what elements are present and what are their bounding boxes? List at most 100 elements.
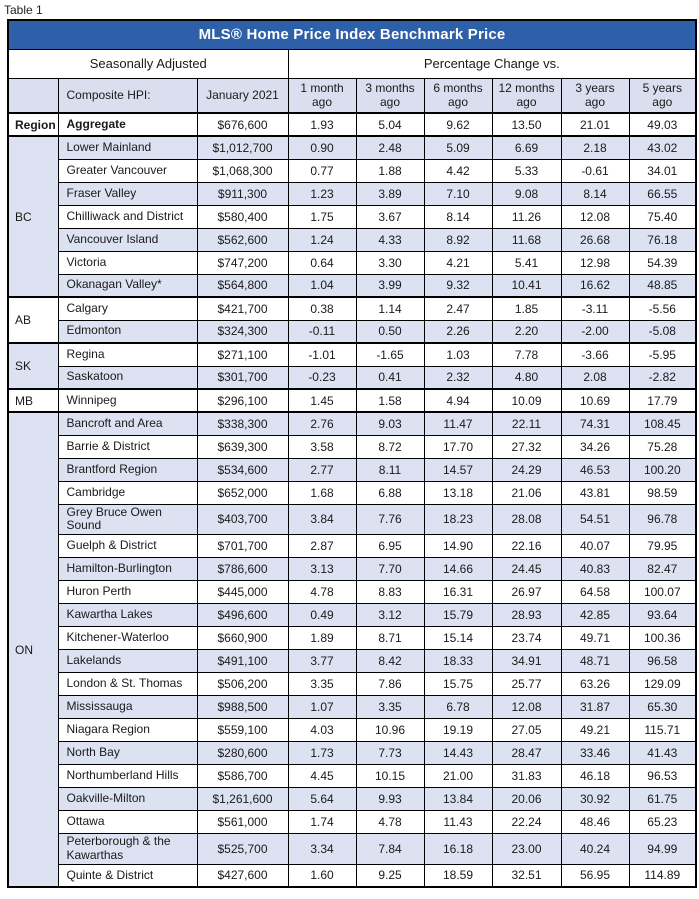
pct-change-value: 9.62 [423,112,493,137]
pct-change-value: 48.85 [628,273,697,298]
benchmark-price: $747,200 [196,250,289,275]
pct-change-value: -0.11 [287,319,357,344]
col-header-3-years-ago: 3 years ago [560,77,630,114]
market-name: Chilliwack and District [57,204,198,229]
pct-change-value: 2.48 [355,135,425,160]
market-name: Lower Mainland [57,135,198,160]
col-header-5-years-ago: 5 years ago [628,77,697,114]
pct-change-value: 8.42 [355,649,425,674]
pct-change-value: 5.04 [355,112,425,137]
market-name: Oakville-Milton [57,787,198,812]
table-row: Kitchener-Waterloo $660,900 1.89 8.71 15.14 2… [8,626,697,651]
benchmark-price: $660,900 [196,626,289,651]
table-row: Fraser Valley $911,300 1.23 3.89 7.10 9.08 8.1… [8,181,697,206]
benchmark-price: $427,600 [196,863,289,888]
pct-change-value: 100.20 [628,457,697,482]
pct-change-value: 4.03 [287,718,357,743]
table-caption: Table 1 [4,3,43,17]
pct-change-value: 2.18 [560,135,630,160]
hpi-benchmark-table: MLS® Home Price Index Benchmark Price Se… [7,19,698,889]
market-name: Peterborough & the Kawarthas [57,833,198,865]
pct-change-value: 9.03 [355,411,425,436]
benchmark-price: $506,200 [196,672,289,697]
pct-change-value: 0.49 [287,603,357,628]
pct-change-value: 0.38 [287,296,357,321]
pct-change-value: 12.98 [560,250,630,275]
market-name: Greater Vancouver [57,158,198,183]
pct-change-value: 7.86 [355,672,425,697]
market-name: Hamilton-Burlington [57,557,198,582]
table-row: Kawartha Lakes $496,600 0.49 3.12 15.79 28.93… [8,603,697,628]
title-row: MLS® Home Price Index Benchmark Price [7,19,697,50]
pct-change-value: 27.32 [491,434,562,459]
pct-change-value: 96.58 [628,649,697,674]
pct-change-value: 7.70 [355,557,425,582]
pct-change-value: 1.45 [287,388,357,413]
pct-change-value: 17.79 [628,388,697,413]
pct-change-value: 16.18 [423,833,493,865]
pct-change-value: 3.35 [355,695,425,720]
pct-change-value: 1.58 [355,388,425,413]
group-header-percentage-change: Percentage Change vs. [287,48,697,79]
benchmark-price: $652,000 [196,480,289,505]
pct-change-value: 14.43 [423,741,493,766]
market-name: Saskatoon [57,365,198,390]
pct-change-value: 40.83 [560,557,630,582]
pct-change-value: 3.34 [287,833,357,865]
col-header-january-2021: January 2021 [196,77,289,114]
table-row: BC Lower Mainland $1,012,700 0.90 2.48 5.09 6.… [7,135,697,298]
pct-change-value: 15.14 [423,626,493,651]
pct-change-value: 1.03 [423,342,493,367]
pct-change-value: 33.46 [560,741,630,766]
pct-change-value: 4.21 [423,250,493,275]
pct-change-value: -1.65 [355,342,425,367]
market-name: Fraser Valley [57,181,198,206]
pct-change-value: 46.53 [560,457,630,482]
pct-change-value: 1.14 [355,296,425,321]
market-name: Barrie & District [57,434,198,459]
region-label-sk: SK [7,342,59,390]
col-header-composite-hpi: Composite HPI: [57,77,198,114]
pct-change-value: 2.77 [287,457,357,482]
pct-change-value: 7.10 [423,181,493,206]
pct-change-value: 22.16 [491,534,562,559]
pct-change-value: 75.40 [628,204,697,229]
pct-change-value: 1.60 [287,863,357,888]
pct-change-value: 3.13 [287,557,357,582]
pct-change-value: 76.18 [628,227,697,252]
pct-change-value: -3.66 [560,342,630,367]
table-row: Guelph & District $701,700 2.87 6.95 14.90 22… [8,534,697,559]
pct-change-value: 7.76 [355,503,425,536]
pct-change-value: 5.64 [287,787,357,812]
market-name: London & St. Thomas [57,672,198,697]
pct-change-value: 0.41 [355,365,425,390]
pct-change-value: 4.94 [423,388,493,413]
pct-change-value: 26.97 [491,580,562,605]
pct-change-value: 9.25 [355,863,425,888]
benchmark-price: $421,700 [196,296,289,321]
pct-change-value: 28.08 [491,503,562,536]
table-row: Victoria $747,200 0.64 3.30 4.21 5.41 12.98 54.… [8,250,697,275]
pct-change-value: 6.78 [423,695,493,720]
pct-change-value: -5.95 [628,342,697,367]
pct-change-value: -1.01 [287,342,357,367]
pct-change-value: 66.55 [628,181,697,206]
table-row: Grey Bruce Owen Sound $403,700 3.84 7.76 18.… [8,503,697,536]
pct-change-value: 31.83 [491,764,562,789]
region-label-bc: BC [7,135,59,298]
benchmark-price: $562,600 [196,227,289,252]
market-name: Aggregate [57,112,198,137]
market-name: Lakelands [57,649,198,674]
benchmark-price: $296,100 [196,388,289,413]
market-name: Edmonton [57,319,198,344]
table-row: Brantford Region $534,600 2.77 8.11 14.57 24.… [8,457,697,482]
pct-change-value: 1.68 [287,480,357,505]
pct-change-value: 6.95 [355,534,425,559]
market-name: Ottawa [57,810,198,835]
pct-change-value: 61.75 [628,787,697,812]
pct-change-value: 96.53 [628,764,697,789]
region-label-on: ON [7,410,59,888]
region-label-region: Region [7,112,59,137]
benchmark-price: $701,700 [196,534,289,559]
pct-change-value: 9.93 [355,787,425,812]
